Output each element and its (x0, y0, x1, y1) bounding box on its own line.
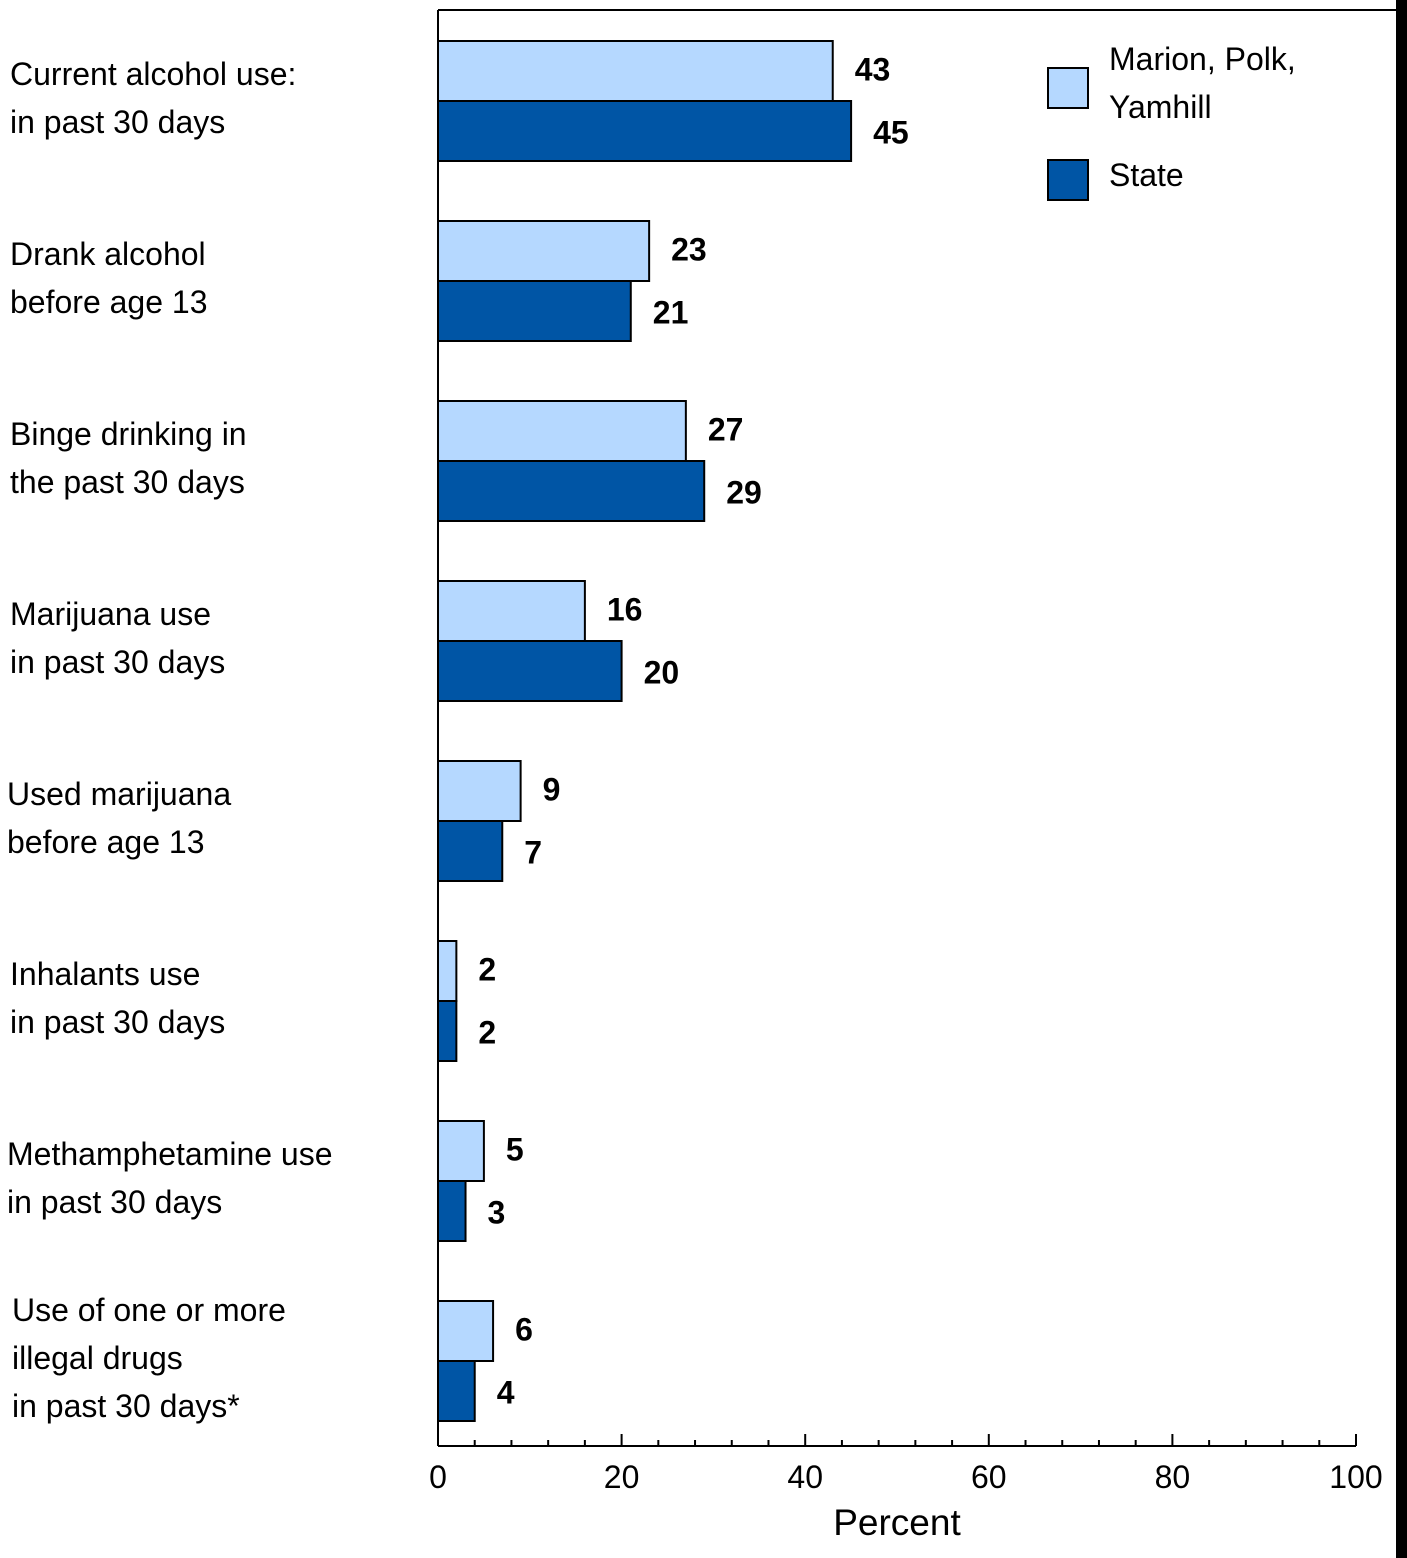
bar-state-3 (437, 640, 623, 702)
category-label-7: Use of one or more illegal drugs in past 3… (12, 1292, 286, 1424)
legend-swatch-0 (1047, 67, 1089, 109)
bar-marion-polk-yamhill-5 (437, 940, 458, 1002)
bar-marion-polk-yamhill-6 (437, 1120, 485, 1182)
legend: Marion, Polk, Yamhill State (1047, 41, 1296, 201)
value-label-marion-polk-yamhill-2: 27 (708, 411, 744, 447)
value-label-marion-polk-yamhill-3: 16 (607, 591, 643, 627)
bar-marion-polk-yamhill-0 (437, 40, 834, 102)
value-label-marion-polk-yamhill-1: 23 (671, 231, 707, 267)
value-label-state-5: 2 (478, 1014, 496, 1050)
bar-state-0 (437, 100, 853, 162)
category-label-0: Current alcohol use: in past 30 days (10, 56, 296, 140)
x-tick-label-80: 80 (1155, 1459, 1191, 1495)
category-label-1: Drank alcohol before age 13 (10, 236, 208, 320)
bar-marion-polk-yamhill-7 (437, 1300, 495, 1362)
value-label-state-6: 3 (488, 1194, 506, 1230)
legend-label-0: Marion, Polk, Yamhill (1109, 41, 1296, 125)
category-label-4: Used marijuana before age 13 (7, 776, 231, 860)
x-tick-label-40: 40 (787, 1459, 823, 1495)
x-tick-label-20: 20 (604, 1459, 640, 1495)
bar-state-5 (437, 1000, 458, 1062)
category-label-5: Inhalants use in past 30 days (10, 956, 225, 1040)
value-label-marion-polk-yamhill-4: 9 (543, 771, 561, 807)
value-label-state-1: 21 (653, 294, 689, 330)
value-label-marion-polk-yamhill-5: 2 (478, 951, 496, 987)
right-edge-bar (1396, 0, 1407, 1558)
category-label-2: Binge drinking in the past 30 days (10, 416, 247, 500)
category-label-3: Marijuana use in past 30 days (10, 596, 225, 680)
x-tick-label-60: 60 (971, 1459, 1007, 1495)
bars (437, 40, 853, 1422)
x-axis-title: Percent (833, 1502, 961, 1543)
legend-swatch-1 (1047, 159, 1089, 201)
bar-marion-polk-yamhill-2 (437, 400, 687, 462)
legend-label-1: State (1109, 157, 1184, 193)
bar-state-7 (437, 1360, 476, 1422)
bar-state-2 (437, 460, 706, 522)
value-label-state-0: 45 (873, 114, 909, 150)
value-label-marion-polk-yamhill-0: 43 (855, 51, 891, 87)
value-label-state-4: 7 (524, 834, 542, 870)
value-label-state-2: 29 (726, 474, 762, 510)
x-tick-label-100: 100 (1329, 1459, 1382, 1495)
bar-marion-polk-yamhill-1 (437, 220, 651, 282)
bar-state-4 (437, 820, 504, 882)
value-label-state-7: 4 (497, 1374, 515, 1410)
x-axis: 0 20 40 60 80 100 Percent (429, 1434, 1383, 1543)
value-label-state-3: 20 (644, 654, 680, 690)
bar-state-1 (437, 280, 632, 342)
x-tick-label-0: 0 (429, 1459, 447, 1495)
value-label-marion-polk-yamhill-6: 5 (506, 1131, 524, 1167)
category-labels: Current alcohol use: in past 30 days Drank… (7, 56, 333, 1424)
bar-marion-polk-yamhill-4 (437, 760, 522, 822)
bar-state-6 (437, 1180, 467, 1242)
category-label-6: Methamphetamine use in past 30 days (7, 1136, 333, 1220)
bar-marion-polk-yamhill-3 (437, 580, 586, 642)
value-label-marion-polk-yamhill-7: 6 (515, 1311, 533, 1347)
